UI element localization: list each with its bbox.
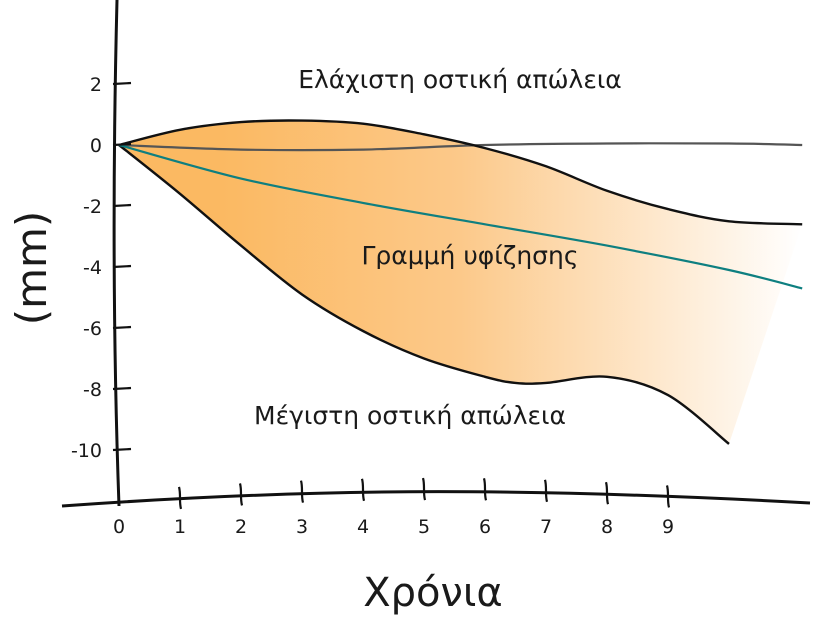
- x-tick-mark: [665, 485, 671, 508]
- y-tick-label: 2: [90, 74, 102, 96]
- y-tick-mark: [112, 325, 132, 330]
- x-tick-mark: [360, 478, 366, 502]
- y-tick-label: 0: [90, 135, 102, 157]
- y-tick-label: -6: [83, 318, 102, 340]
- x-axis-ticks: 0 1 2 3 4 5 6 7 8 9: [113, 477, 674, 538]
- annotation-max-loss: Μέγιστη οστική απώλεια: [254, 401, 566, 430]
- x-axis-title: Χρόνια: [363, 570, 503, 616]
- y-tick-label: -4: [83, 257, 102, 279]
- y-tick-mark: [112, 203, 132, 208]
- x-tick-label: 5: [418, 516, 430, 538]
- x-tick-label: 2: [235, 516, 247, 538]
- annotation-min-loss: Ελάχιστη οστική απώλεια: [298, 65, 622, 94]
- bone-loss-range-band: [119, 120, 803, 444]
- y-tick-label: -10: [71, 440, 102, 462]
- x-tick-label: 0: [113, 516, 125, 538]
- x-tick-label: 3: [296, 516, 308, 538]
- y-tick-mark: [112, 264, 132, 269]
- x-tick-label: 1: [174, 516, 186, 538]
- y-tick-label: -8: [83, 379, 102, 401]
- x-tick-label: 6: [479, 516, 491, 538]
- y-axis-ticks: 2 0 -2 -4 -6 -8 -10: [71, 74, 132, 462]
- x-tick-label: 8: [601, 516, 613, 538]
- annotation-regression: Γραμμή υφίζησης: [361, 241, 578, 270]
- max-loss-curve: [118, 144, 730, 445]
- y-tick-label: -2: [83, 196, 102, 218]
- x-tick-label: 7: [540, 516, 552, 538]
- x-tick-mark: [543, 479, 549, 503]
- x-tick-mark: [299, 480, 305, 503]
- y-tick-mark: [112, 447, 132, 452]
- x-tick-mark: [421, 477, 427, 501]
- y-tick-mark: [112, 386, 132, 391]
- regression-line: [118, 143, 803, 290]
- x-tick-mark: [238, 483, 244, 506]
- y-axis-title: (mm): [7, 211, 56, 326]
- y-axis-line: [112, 0, 121, 507]
- y-tick-mark: [112, 81, 132, 86]
- x-tick-mark: [177, 486, 183, 510]
- x-tick-mark: [482, 478, 488, 501]
- baseline-line: [118, 142, 803, 152]
- x-axis-line: [61, 490, 811, 508]
- min-loss-curve: [118, 119, 803, 226]
- x-tick-mark: [604, 481, 610, 505]
- x-tick-label: 4: [357, 516, 369, 538]
- x-tick-label: 9: [662, 516, 674, 538]
- y-tick-mark: [112, 142, 132, 147]
